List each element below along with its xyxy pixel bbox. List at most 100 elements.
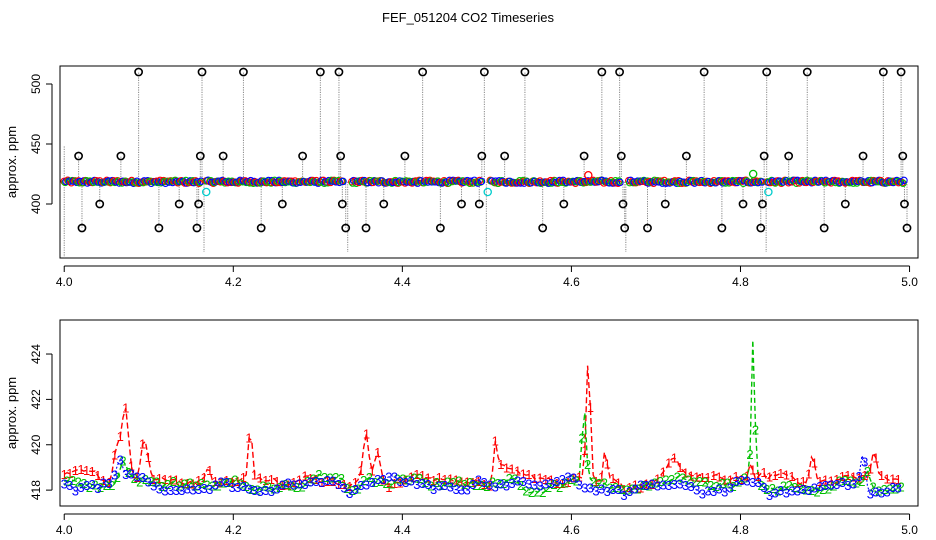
- series-2-marker: 2: [63, 473, 70, 488]
- series-1-marker: 1: [811, 455, 818, 470]
- series-2-marker: 2: [153, 475, 160, 490]
- series-2-marker: 2: [450, 475, 457, 490]
- series-2-marker: 2: [455, 473, 462, 488]
- series-1-marker: 1: [665, 456, 672, 471]
- series-2-marker: 2: [254, 483, 261, 498]
- series-2-marker: 2: [377, 474, 384, 489]
- series-1-marker: 1: [643, 476, 650, 491]
- spike-point: [479, 67, 489, 77]
- series-2-marker: 2: [192, 478, 199, 493]
- series-1-marker: 1: [318, 475, 325, 490]
- series-1-marker: 1: [430, 473, 437, 488]
- x-tick-label: 4.8: [732, 523, 749, 537]
- series-1-marker: 1: [749, 462, 756, 477]
- series-1-marker: 1: [133, 470, 140, 485]
- series-2-marker: 2: [472, 478, 479, 493]
- series-2-marker: 2: [80, 476, 87, 491]
- series-3-marker: 3: [385, 469, 392, 484]
- series-3-marker: 3: [738, 473, 745, 488]
- series-1-marker: 1: [542, 472, 549, 487]
- baseline-point-s1: [273, 178, 281, 187]
- series-3-marker: 3: [251, 483, 258, 498]
- x-tick-label: 4.4: [394, 275, 411, 289]
- series-3-marker: 3: [615, 482, 622, 497]
- series-1-marker: 1: [257, 470, 264, 485]
- series-2-marker: 2: [343, 481, 350, 496]
- series-3-marker: 3: [542, 477, 549, 492]
- series-1-marker: 1: [396, 475, 403, 490]
- series-3-marker: 3: [301, 477, 308, 492]
- dropout-point: [201, 187, 211, 197]
- series-3-marker: 3: [195, 482, 202, 497]
- series-2-marker: 2: [287, 479, 294, 494]
- series-1-marker: 1: [788, 469, 795, 484]
- series-1-marker: 1: [520, 466, 527, 481]
- spike-point: [195, 151, 205, 161]
- series-1-marker: 1: [576, 470, 583, 485]
- series-3-marker: 3: [161, 483, 168, 498]
- series-3-marker: 3: [637, 477, 644, 492]
- top-panel: 4.0 4.2 4.4 4.6 4.8 5.0 400 450 500 approx. ppm: [4, 65, 919, 289]
- series-3-marker: 3: [268, 484, 275, 499]
- baseline-point-s1: [752, 177, 761, 185]
- series-1-marker: 1: [217, 476, 224, 491]
- series-3-marker: 3: [201, 481, 208, 496]
- spike-point: [336, 151, 346, 161]
- series-2-marker: 2: [763, 482, 770, 497]
- series-1-marker: 1: [816, 474, 823, 489]
- series-3-marker: 3: [72, 484, 79, 499]
- series-1-marker: 1: [839, 469, 846, 484]
- series-2-marker: 2: [618, 482, 625, 497]
- x-tick-label: 5.0: [901, 523, 918, 537]
- series-2-marker: 2: [304, 474, 311, 489]
- series-1-marker: 1: [122, 400, 129, 415]
- spike-point: [681, 151, 691, 161]
- series-3-marker: 3: [732, 474, 739, 489]
- spike-point: [379, 199, 389, 209]
- series-1-marker: 1: [380, 472, 387, 487]
- spike-point: [900, 199, 909, 209]
- series-3-marker: 3: [173, 483, 180, 498]
- series-3-marker: 3: [721, 484, 728, 499]
- series-2-marker: 2: [248, 482, 255, 497]
- series-2-marker: 2: [478, 478, 485, 493]
- spike-point: [615, 67, 625, 77]
- series-3-marker: 3: [811, 480, 818, 495]
- series-3-marker: 3: [156, 481, 163, 496]
- series-1-marker: 1: [285, 477, 292, 492]
- series-2-marker: 2: [265, 479, 272, 494]
- series-2-marker: 2: [629, 481, 636, 496]
- spike-point: [500, 151, 510, 161]
- series-1-marker: 1: [150, 472, 157, 487]
- series-2-marker: 2: [310, 471, 317, 486]
- series-3-marker: 3: [391, 469, 398, 484]
- series-1-marker: 1: [794, 475, 801, 490]
- series-1-marker: 1: [436, 470, 443, 485]
- series-2-marker: 2: [131, 471, 138, 486]
- series-3-marker: 3: [77, 480, 84, 495]
- series-1-marker: 1: [340, 477, 347, 492]
- series-2-marker: 2: [237, 476, 244, 491]
- series-1-marker: 1: [772, 468, 779, 483]
- series-3-marker: 3: [760, 480, 767, 495]
- series-3-marker: 3: [654, 478, 661, 493]
- series-3-marker: 3: [520, 474, 527, 489]
- series-2-marker: 2: [209, 479, 216, 494]
- baseline-point-s1: [369, 178, 377, 187]
- series-3-marker: 3: [368, 475, 375, 490]
- series-2-marker: 2: [427, 478, 434, 493]
- series-1-marker: 1: [139, 437, 146, 452]
- spike-point: [858, 151, 868, 161]
- series-2-marker: 2: [410, 471, 417, 486]
- series-3-marker: 3: [273, 482, 280, 497]
- series-3-marker: 3: [413, 477, 420, 492]
- series-2-marker: 2: [500, 476, 507, 491]
- series-2-marker: 2: [567, 472, 574, 487]
- series-1-marker: 1: [374, 445, 381, 460]
- series-3-marker: 3: [424, 477, 431, 492]
- spike-point: [477, 151, 487, 161]
- series-3-marker: 3: [419, 476, 426, 491]
- x-tick-label: 4.6: [563, 275, 580, 289]
- spike-point: [77, 223, 87, 233]
- series-1-marker: 1: [704, 470, 711, 485]
